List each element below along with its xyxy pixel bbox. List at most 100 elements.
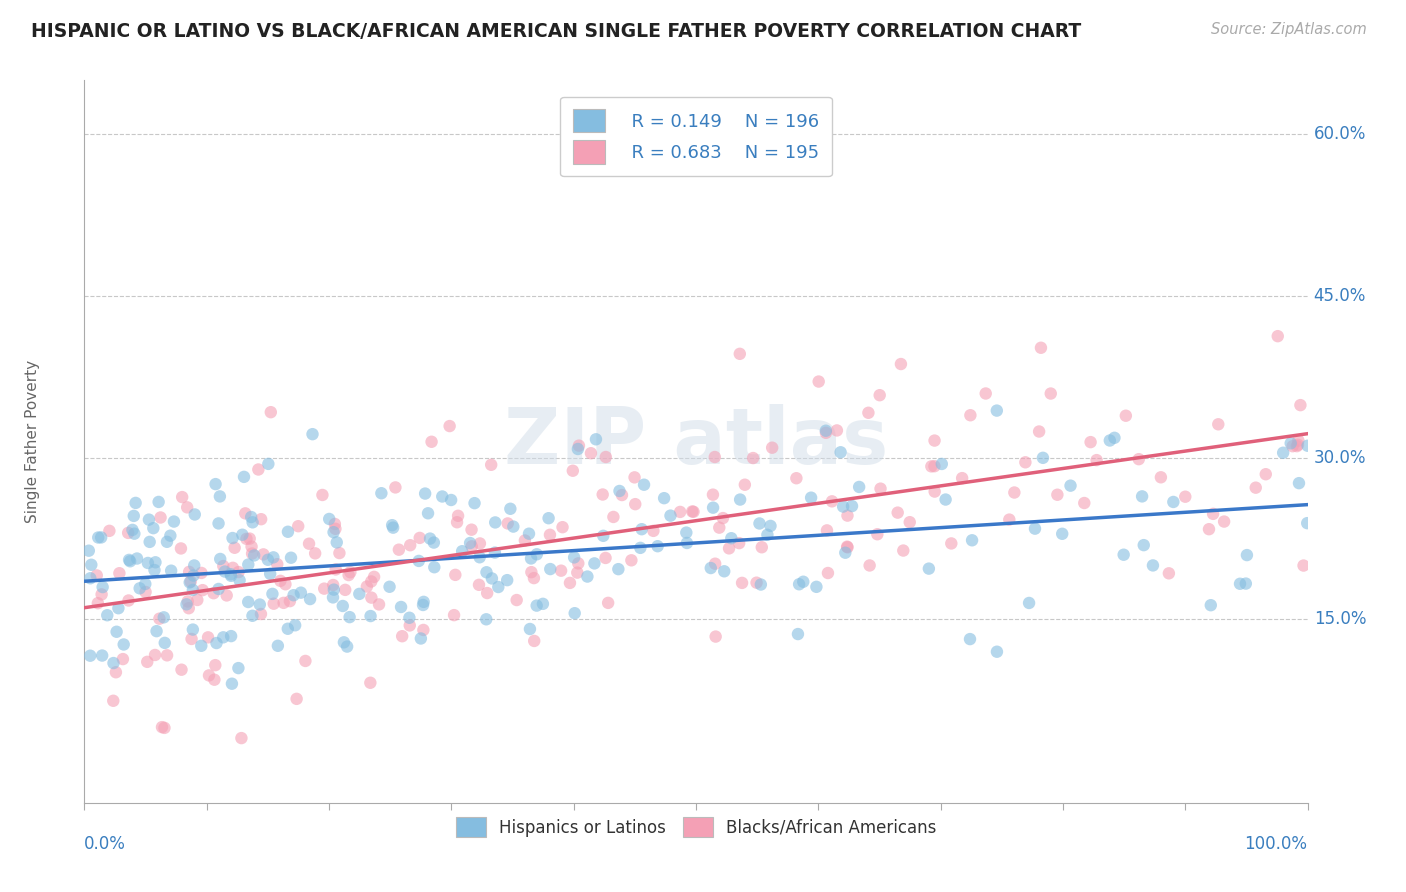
Point	[283, 588, 305, 602]
Point	[567, 566, 589, 580]
Point	[998, 513, 1021, 527]
Point	[269, 574, 291, 588]
Point	[924, 459, 946, 474]
Point	[79, 648, 101, 663]
Point	[486, 580, 509, 594]
Point	[108, 566, 131, 581]
Point	[859, 558, 882, 573]
Point	[749, 577, 772, 591]
Point	[568, 439, 591, 453]
Point	[728, 347, 751, 361]
Point	[240, 547, 263, 561]
Point	[159, 529, 181, 543]
Point	[207, 582, 229, 596]
Point	[134, 577, 156, 591]
Point	[389, 599, 412, 614]
Point	[1014, 455, 1036, 469]
Point	[420, 434, 443, 449]
Point	[464, 496, 486, 510]
Point	[423, 535, 446, 549]
Point	[318, 512, 340, 526]
Point	[720, 531, 742, 545]
Point	[682, 505, 704, 519]
Point	[148, 612, 170, 626]
Point	[156, 648, 179, 663]
Point	[150, 720, 173, 734]
Point	[391, 629, 413, 643]
Point	[183, 568, 205, 582]
Point	[378, 580, 401, 594]
Point	[138, 534, 160, 549]
Point	[124, 526, 146, 541]
Point	[118, 553, 141, 567]
Point	[941, 536, 963, 550]
Point	[1142, 558, 1164, 573]
Point	[607, 562, 630, 576]
Point	[1296, 439, 1319, 453]
Point	[250, 512, 273, 526]
Point	[326, 535, 349, 549]
Point	[1032, 450, 1054, 465]
Point	[1115, 409, 1137, 423]
Point	[496, 573, 519, 587]
Point	[595, 551, 617, 566]
Point	[262, 587, 284, 601]
Point	[585, 432, 607, 446]
Point	[111, 652, 134, 666]
Point	[222, 561, 245, 575]
Point	[891, 543, 914, 558]
Point	[170, 541, 193, 556]
Point	[1199, 598, 1222, 612]
Point	[284, 618, 307, 632]
Point	[742, 451, 765, 466]
Point	[176, 597, 198, 611]
Point	[190, 566, 212, 580]
Point	[90, 531, 112, 545]
Point	[475, 566, 498, 580]
Point	[77, 543, 100, 558]
Point	[1104, 431, 1126, 445]
Point	[148, 495, 170, 509]
Point	[370, 486, 392, 500]
Point	[931, 457, 953, 471]
Point	[266, 558, 288, 572]
Point	[513, 533, 536, 548]
Point	[468, 536, 491, 550]
Point	[219, 567, 242, 582]
Point	[592, 487, 614, 501]
Point	[1174, 490, 1197, 504]
Point	[294, 654, 316, 668]
Point	[817, 566, 839, 580]
Point	[219, 569, 242, 583]
Point	[920, 459, 942, 474]
Point	[98, 524, 121, 538]
Point	[186, 593, 208, 607]
Point	[1039, 386, 1062, 401]
Point	[986, 645, 1008, 659]
Point	[458, 536, 481, 550]
Point	[538, 562, 561, 576]
Point	[1267, 329, 1289, 343]
Point	[1018, 596, 1040, 610]
Point	[1236, 548, 1258, 562]
Point	[602, 510, 624, 524]
Point	[443, 608, 465, 623]
Point	[704, 557, 727, 571]
Point	[659, 508, 682, 523]
Point	[325, 562, 347, 576]
Point	[814, 425, 837, 440]
Point	[620, 553, 643, 567]
Point	[866, 527, 889, 541]
Point	[713, 564, 735, 578]
Point	[935, 492, 957, 507]
Point	[239, 532, 262, 546]
Point	[444, 567, 467, 582]
Point	[243, 549, 266, 563]
Point	[700, 561, 723, 575]
Point	[179, 575, 201, 590]
Point	[120, 554, 142, 568]
Point	[502, 519, 524, 533]
Point	[924, 434, 946, 448]
Point	[432, 490, 454, 504]
Point	[1080, 435, 1102, 450]
